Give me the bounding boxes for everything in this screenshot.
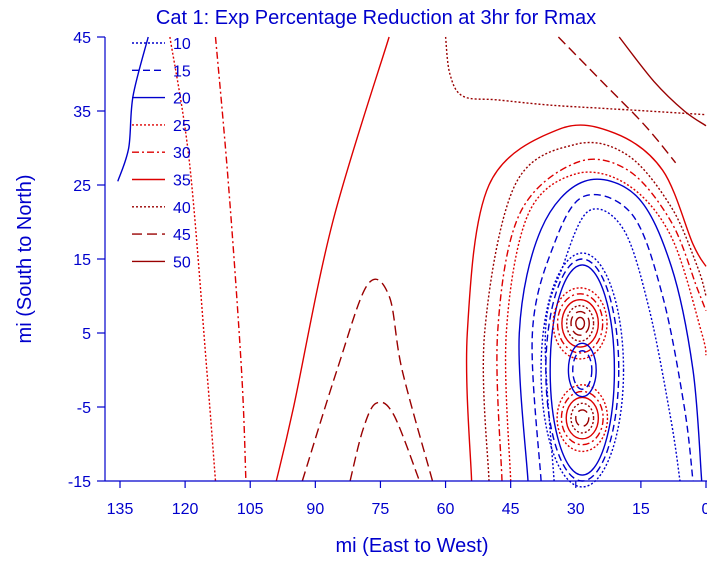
contour-line-45 <box>349 401 421 482</box>
legend-label-45: 45 <box>173 227 191 244</box>
closed-contour-30 <box>560 390 604 446</box>
y-tick-label: 25 <box>73 178 91 195</box>
contour-line-30 <box>214 36 247 482</box>
y-ticks: 45 35 25 15 5 -5 -15 <box>68 30 105 491</box>
x-tick-label: 105 <box>237 501 264 518</box>
legend-label-25: 25 <box>173 118 191 135</box>
y-tick-label: 15 <box>73 252 91 269</box>
contour-line-45 <box>301 278 434 482</box>
contour-line-40 <box>482 141 707 482</box>
contour-line-45 <box>557 36 677 164</box>
y-tick-label: -15 <box>68 474 91 491</box>
x-ticks: 135 120 105 90 75 60 45 30 15 0 <box>107 481 707 518</box>
legend-label-15: 15 <box>173 63 191 80</box>
legend-label-50: 50 <box>173 254 191 271</box>
contour-line-50 <box>618 36 707 127</box>
x-tick-label: 15 <box>632 501 650 518</box>
y-tick-label: 45 <box>73 30 91 47</box>
x-tick-label: 75 <box>372 501 390 518</box>
closed-contour-10 <box>540 252 625 488</box>
x-tick-label: 30 <box>567 501 585 518</box>
contour-line-20 <box>518 178 703 482</box>
y-tick-label: 35 <box>73 104 91 121</box>
closed-contour-45 <box>575 409 590 427</box>
x-tick-label: 45 <box>502 501 520 518</box>
contour-line-30 <box>496 158 707 482</box>
x-tick-label: 90 <box>306 501 324 518</box>
contour-line-40 <box>444 36 707 116</box>
closed-contour-45 <box>570 310 590 336</box>
closed-contour-15 <box>545 258 620 482</box>
closed-contour-40 <box>565 304 595 342</box>
x-tick-label: 120 <box>172 501 199 518</box>
legend-label-20: 20 <box>173 91 191 108</box>
x-axis-label: mi (East to West) <box>336 535 489 557</box>
x-tick-label: 0 <box>702 501 707 518</box>
closed-contour-25 <box>552 287 608 360</box>
x-tick-label: 60 <box>437 501 455 518</box>
chart-title: Cat 1: Exp Percentage Reduction at 3hr f… <box>156 7 596 29</box>
contour-line-35 <box>465 124 707 482</box>
closed-contour-25 <box>556 384 609 453</box>
closed-contour-35 <box>561 299 600 348</box>
y-axis-label: mi (South to North) <box>14 175 36 344</box>
contour-line-25 <box>169 36 217 482</box>
y-tick-label: -5 <box>77 400 91 417</box>
plot-lines <box>117 36 707 488</box>
contour-line-35 <box>275 36 390 482</box>
contour-line-10 <box>544 208 681 482</box>
closed-contour-20 <box>567 342 597 398</box>
contour-line-25 <box>504 171 707 482</box>
legend: 10 15 20 25 30 35 40 45 50 <box>132 36 191 271</box>
closed-contour-35 <box>565 396 600 440</box>
closed-contour-15 <box>572 350 593 390</box>
closed-contour-30 <box>556 293 604 354</box>
legend-label-30: 30 <box>173 145 191 162</box>
closed-contour-20 <box>549 264 616 476</box>
x-tick-label: 135 <box>107 501 134 518</box>
legend-label-40: 40 <box>173 200 191 217</box>
legend-label-10: 10 <box>173 36 191 53</box>
closed-contour-50 <box>575 316 586 330</box>
contour-line-15 <box>531 193 694 482</box>
contour-line-20 <box>117 36 149 182</box>
legend-label-35: 35 <box>173 173 191 190</box>
y-tick-label: 5 <box>82 326 91 343</box>
closed-contour-40 <box>570 402 595 434</box>
